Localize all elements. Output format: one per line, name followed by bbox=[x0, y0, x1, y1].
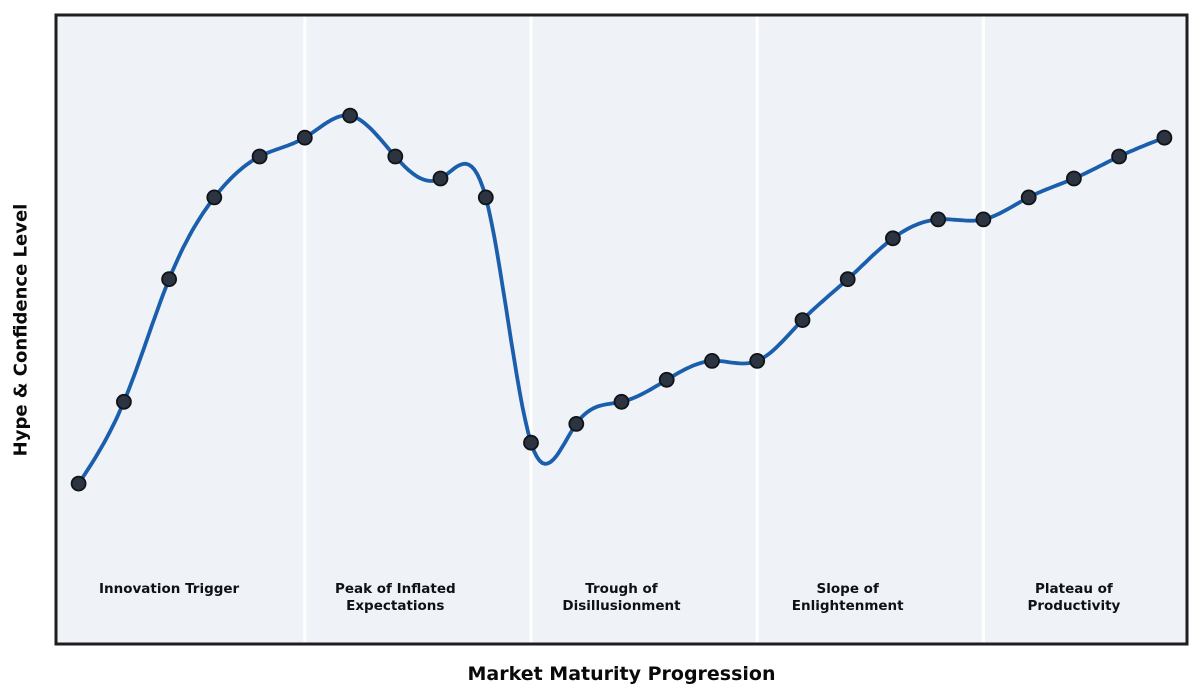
phase-band-0 bbox=[56, 15, 305, 644]
data-point-13 bbox=[658, 371, 675, 388]
phase-label-trough-of-disillusionment: Trough of Disillusionment bbox=[562, 581, 681, 614]
data-point-9 bbox=[477, 189, 494, 206]
plot-border bbox=[54, 13, 1189, 646]
phase-band-2 bbox=[531, 15, 758, 644]
phase-label-peak-of-inflated-expectations: Peak of Inflated Expectations bbox=[334, 581, 456, 614]
y-axis-label: Hype & Confidence Level bbox=[10, 203, 32, 456]
data-point-18 bbox=[885, 230, 901, 247]
data-point-22 bbox=[1066, 170, 1082, 187]
data-point-19 bbox=[930, 211, 947, 228]
phase-label-innovation-trigger: Innovation Trigger bbox=[98, 581, 240, 597]
data-point-7 bbox=[387, 148, 404, 165]
data-point-24 bbox=[1156, 129, 1173, 146]
phase-label-plateau-of-productivity: Plateau of Productivity bbox=[1027, 581, 1121, 614]
data-point-23 bbox=[1111, 148, 1127, 165]
data-point-3 bbox=[206, 189, 223, 206]
data-point-11 bbox=[568, 415, 585, 432]
data-point-2 bbox=[161, 271, 178, 288]
phase-label-slope-of-enlightenment: Slope of Enlightenment bbox=[791, 581, 904, 614]
phase-band-1 bbox=[304, 15, 532, 644]
phase-band-4 bbox=[983, 15, 1187, 644]
data-point-20 bbox=[975, 211, 992, 228]
data-point-17 bbox=[839, 271, 856, 288]
data-point-15 bbox=[749, 352, 766, 369]
data-point-16 bbox=[794, 312, 811, 329]
data-point-10 bbox=[523, 434, 539, 451]
data-point-6 bbox=[342, 107, 359, 124]
x-axis-label: Market Maturity Progression bbox=[467, 663, 776, 685]
data-point-8 bbox=[432, 170, 449, 187]
data-point-12 bbox=[613, 393, 630, 410]
data-point-4 bbox=[251, 148, 268, 165]
data-point-0 bbox=[70, 475, 87, 492]
data-point-21 bbox=[1020, 189, 1037, 206]
data-point-1 bbox=[116, 393, 132, 410]
data-point-14 bbox=[704, 352, 720, 369]
data-point-5 bbox=[296, 129, 313, 146]
